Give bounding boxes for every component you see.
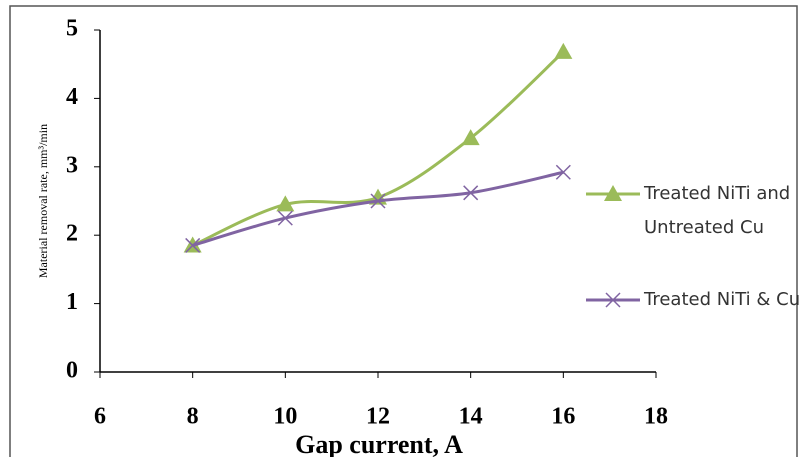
y-tick-label: 2 [66,221,78,247]
x-tick-label: 10 [273,404,297,430]
x-tick-label: 8 [187,404,199,430]
y-tick-label: 4 [66,84,78,110]
marker [461,129,480,146]
legend-label: Treated NiTi and Untreated Cu [644,183,791,238]
y-tick-label: 0 [66,358,78,384]
x-tick-label: 16 [551,404,575,430]
marker [554,42,573,59]
legend-marker [605,292,621,308]
x-tick-label: 12 [366,404,390,430]
marker [185,237,201,253]
legend-marker [604,185,622,201]
marker [276,195,295,212]
y-tick-label: 3 [66,152,78,178]
series-line [192,50,565,247]
y-tick-label: 5 [66,16,78,42]
x-tick-label: 6 [94,404,106,430]
x-axis-title: Gap current, A [295,430,463,457]
y-tick-label: 1 [66,289,78,315]
marker [277,210,293,226]
marker [463,185,479,201]
marker [370,193,386,209]
x-tick-label: 14 [459,404,483,430]
marker [555,164,571,180]
chart-frame [9,5,798,457]
x-tick-label: 18 [644,404,668,430]
y-axis-title: Material removal rate, mm³/min [36,124,50,278]
series-line [192,170,564,247]
legend-label: Treated NiTi & Cu [644,289,801,310]
